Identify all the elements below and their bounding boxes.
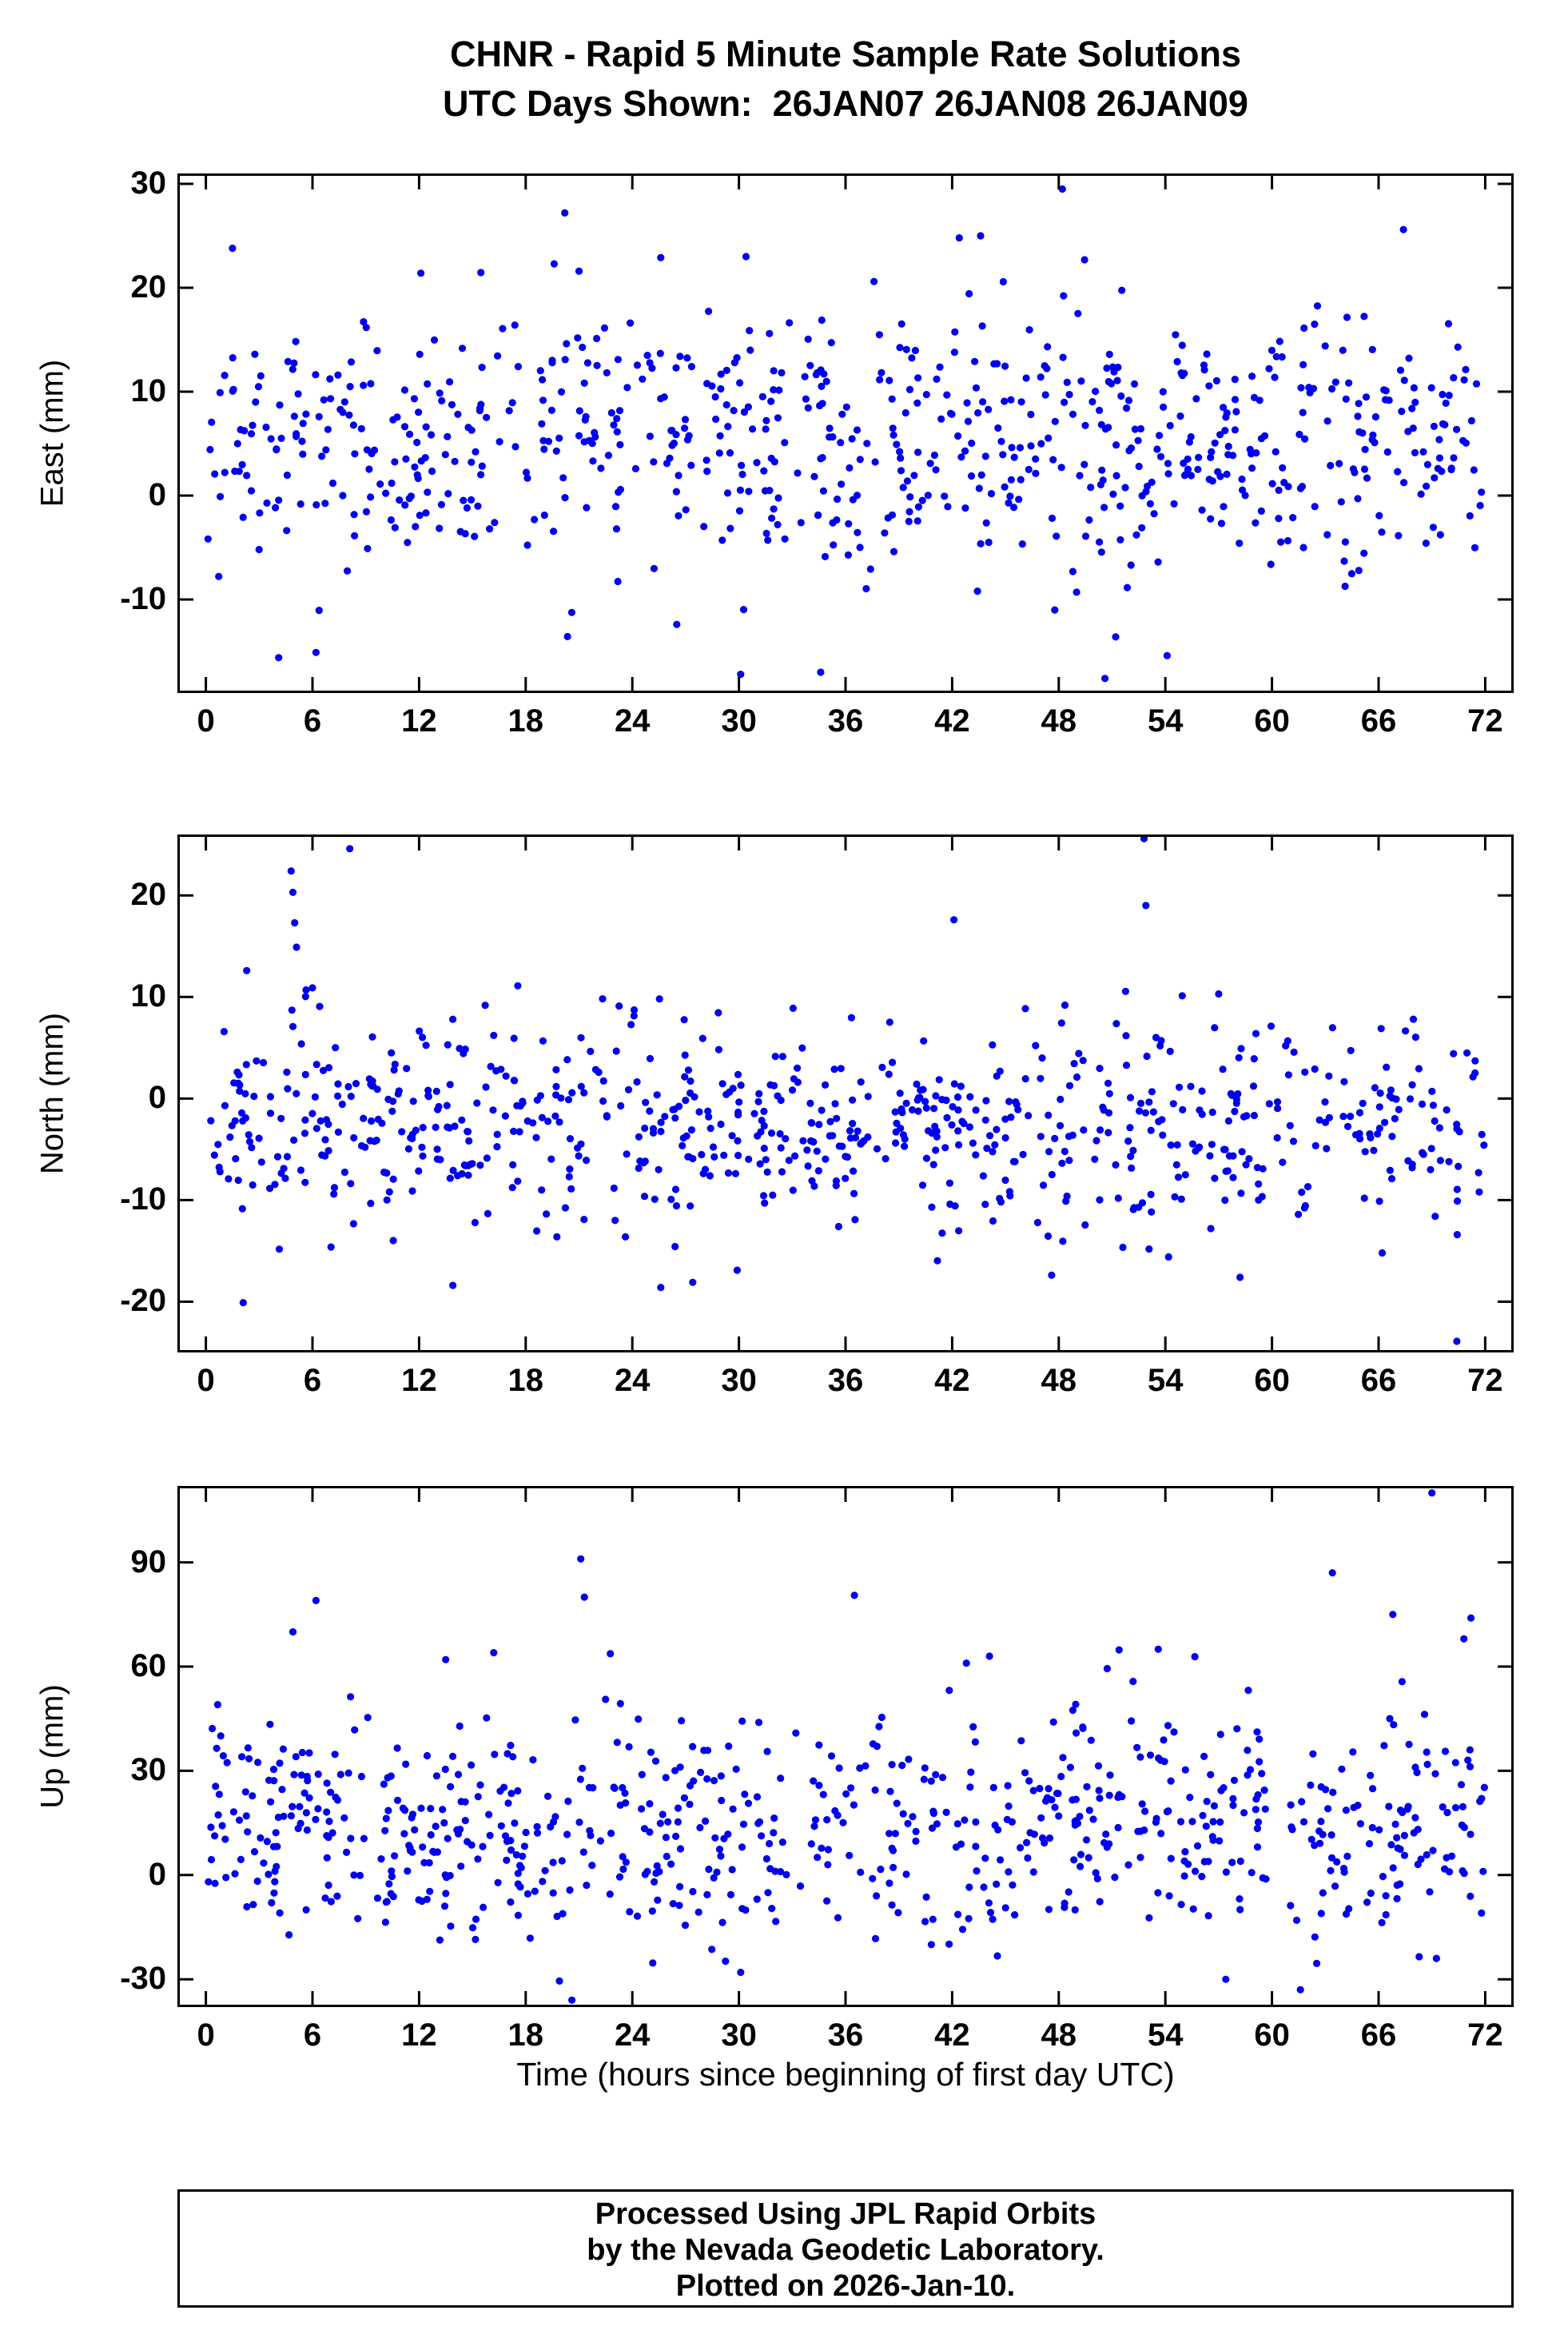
axes-frame [177,173,1514,693]
x-tick-label-east-30: 30 [721,703,757,739]
x-tick-label-north-18: 18 [507,1363,544,1398]
scatter-points [205,1489,1488,2004]
x-tick-label-north-0: 0 [197,1363,215,1398]
panel-north-canvas [177,834,1514,1352]
x-axis-title: Time (hours since beginning of first day… [516,2056,1175,2093]
y-tick-label-north-0: 0 [148,1080,166,1116]
panel-east [177,173,1514,693]
x-tick-label-east-66: 66 [1360,703,1397,739]
y-tick-label-east-0: 0 [148,477,166,513]
x-tick-label-north-54: 54 [1147,1363,1184,1398]
panel-up-canvas [177,1486,1514,2007]
chart-title-line1: CHNR - Rapid 5 Minute Sample Rate Soluti… [449,34,1242,74]
scatter-points [207,834,1488,1345]
axes-frame [177,834,1514,1352]
axes-frame [177,1486,1514,2007]
x-tick-label-east-72: 72 [1467,703,1503,739]
x-tick-label-east-42: 42 [934,703,970,739]
x-tick-label-up-30: 30 [721,2017,757,2053]
y-tick-label-north-10: 10 [130,978,167,1014]
chart-title-line2: UTC Days Shown: 26JAN07 26JAN08 26JAN09 [443,83,1248,124]
y-tick-label-east-20: 20 [130,269,167,305]
y-tick-label-east-10: 10 [130,373,167,409]
y-axis-label-up: Up (mm) [34,1684,70,1809]
panel-north [177,834,1514,1352]
x-tick-label-up-48: 48 [1041,2017,1077,2053]
x-tick-label-east-60: 60 [1254,703,1290,739]
y-tick-label-up-60: 60 [130,1648,167,1684]
footer-line3: Plotted on 2026-Jan-10. [675,2269,1016,2303]
x-tick-label-up-18: 18 [507,2017,544,2053]
footer-box: Processed Using JPL Rapid Orbits by the … [177,2189,1514,2308]
x-tick-label-north-30: 30 [721,1363,757,1398]
y-tick-label-east--10: -10 [120,581,166,617]
x-tick-label-east-18: 18 [507,703,544,739]
x-tick-label-east-36: 36 [827,703,864,739]
x-tick-label-east-12: 12 [401,703,437,739]
x-tick-label-north-72: 72 [1467,1363,1503,1398]
x-tick-label-east-24: 24 [614,703,651,739]
x-tick-label-north-6: 6 [303,1363,322,1398]
x-tick-label-north-60: 60 [1254,1363,1290,1398]
x-tick-label-up-24: 24 [614,2017,651,2053]
x-tick-label-east-6: 6 [303,703,322,739]
x-tick-label-east-54: 54 [1147,703,1184,739]
x-tick-label-north-66: 66 [1360,1363,1397,1398]
x-tick-label-up-66: 66 [1360,2017,1397,2053]
y-tick-label-up-90: 90 [130,1543,167,1579]
x-tick-label-north-24: 24 [614,1363,651,1398]
x-tick-label-up-6: 6 [303,2017,322,2053]
panel-up [177,1486,1514,2007]
x-tick-label-north-36: 36 [827,1363,864,1398]
y-tick-label-north--20: -20 [120,1283,166,1319]
footer-line2: by the Nevada Geodetic Laboratory. [587,2233,1104,2267]
x-tick-label-east-48: 48 [1041,703,1077,739]
y-tick-label-north-20: 20 [130,877,167,913]
scatter-points [204,185,1486,683]
x-tick-label-up-72: 72 [1467,2017,1503,2053]
x-tick-label-north-48: 48 [1041,1363,1077,1398]
x-tick-label-north-42: 42 [934,1363,970,1398]
y-tick-label-up-0: 0 [148,1856,166,1892]
x-tick-label-north-12: 12 [401,1363,437,1398]
x-tick-label-up-36: 36 [827,2017,864,2053]
x-tick-label-up-54: 54 [1147,2017,1184,2053]
footer-line1: Processed Using JPL Rapid Orbits [595,2197,1096,2231]
y-tick-label-up-30: 30 [130,1752,167,1788]
y-tick-label-north--10: -10 [120,1181,166,1217]
x-tick-label-up-12: 12 [401,2017,437,2053]
panel-east-canvas [177,173,1514,693]
x-tick-label-up-0: 0 [197,2017,215,2053]
x-tick-label-up-60: 60 [1254,2017,1290,2053]
y-tick-label-east-30: 30 [130,165,167,201]
x-tick-label-up-42: 42 [934,2017,970,2053]
x-tick-label-east-0: 0 [197,703,215,739]
y-tick-label-up--30: -30 [120,1961,166,1997]
